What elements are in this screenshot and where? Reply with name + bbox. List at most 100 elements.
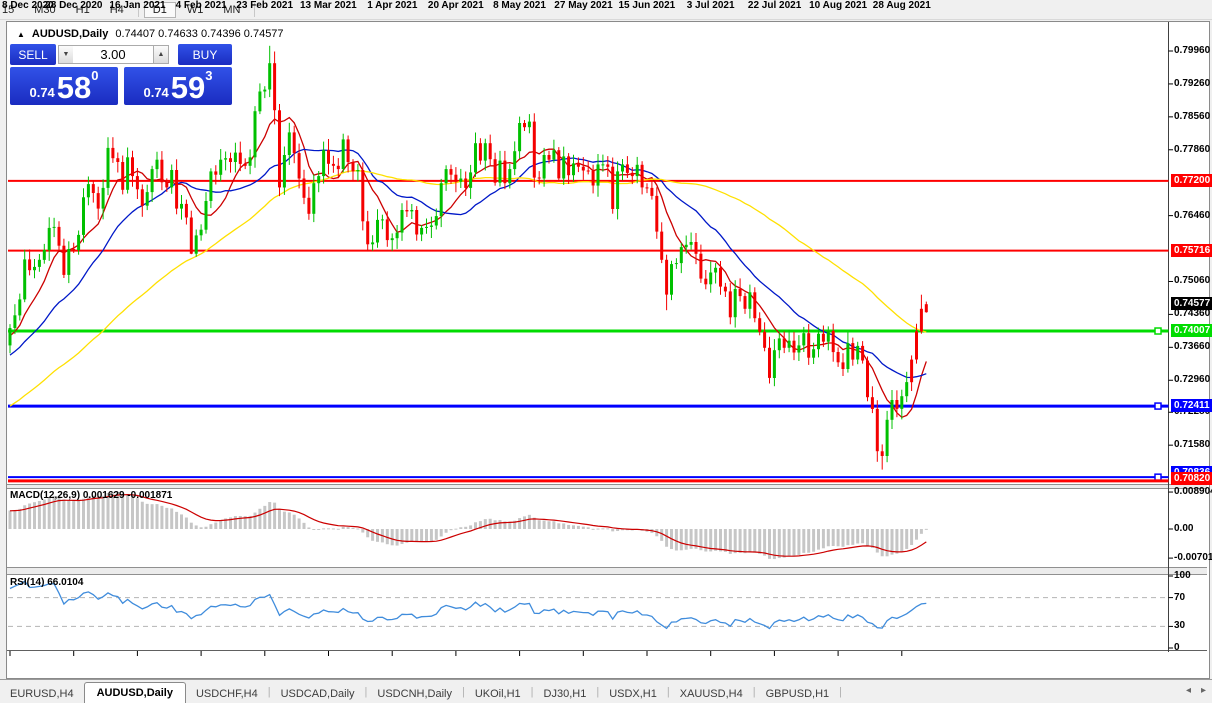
current-price-label: 0.74577 [1171,297,1212,311]
price-axis-tick: 0.78560 [1174,110,1211,122]
timeframe-button-mn[interactable]: MN [223,3,241,16]
timeframe-button-m30[interactable]: M30 [34,3,56,16]
toolbar-separator [137,2,139,17]
price-axis-tick: 0.75060 [1174,275,1211,287]
buy-button[interactable]: BUY [178,44,232,65]
macd-scale-label: -0.007013 [1174,552,1212,564]
date-axis-label: 8 May 2021 [493,0,546,11]
chart-tab-xauusd[interactable]: XAUUSD,H4 [679,688,743,700]
timeframe-button-h4[interactable]: H4 [109,3,124,16]
tab-separator: | [666,686,670,698]
date-axis-label: 27 May 2021 [554,0,613,11]
level-price-label: 0.77200 [1171,173,1212,187]
tab-scroll-right-icon[interactable]: ▸ [1200,685,1206,696]
buy-price-prefix: 0.74 [143,85,169,100]
chart-symbol-label: AUDUSD,Daily [31,28,109,40]
macd-scale-label: 0.008904 [1174,486,1212,498]
rsi-line [9,580,927,630]
tab-separator: | [364,686,368,698]
rsi-scale-label: 30 [1174,620,1186,632]
price-axis-tick: 0.72960 [1174,374,1211,386]
date-axis-label: 10 Aug 2021 [809,0,868,11]
tab-separator: | [839,686,842,698]
date-axis-label: 15 Jun 2021 [618,0,676,11]
timeframe-button-15[interactable]: 15 [2,3,15,16]
tab-separator: | [752,686,756,698]
chart-tab-eurusd[interactable]: EURUSD,H4 [10,688,74,700]
tab-separator: | [267,686,271,698]
macd-indicator-header: MACD(12,26,9) 0.001629 -0.001871 [10,490,173,501]
level-price-label: 0.74007 [1171,324,1212,337]
chart-tab-gbpusd[interactable]: GBPUSD,H1 [765,688,830,700]
buy-price-sup: 3 [205,68,213,83]
moving-average-21 [9,148,927,379]
rsi-scale-label: 100 [1174,570,1191,581]
rsi-indicator-header: RSI(14) 66.0104 [10,577,84,588]
level-price-label: 0.75716 [1171,243,1212,257]
rsi-scale-label: 0 [1174,642,1180,653]
chart-tab-usdchf[interactable]: USDCHF,H4 [195,688,258,700]
sell-quote-button[interactable]: 0.74 58 0 [10,67,118,105]
chart-tab-usdx[interactable]: USDX,H1 [609,688,657,700]
date-axis-label: 28 Aug 2021 [872,0,931,11]
price-axis-tick: 0.73660 [1174,341,1211,353]
sell-price-big: 58 [56,70,92,105]
level-price-label: 0.70820 [1171,471,1212,485]
moving-average-8 [9,116,927,419]
price-axis-tick: 0.79960 [1174,45,1211,56]
date-axis-label: 1 Apr 2021 [367,0,418,11]
tab-scroll-controls: ◂ ▸ [1186,685,1206,696]
date-axis-label: 8 Dec 2020 [2,0,54,11]
moving-average-55 [9,170,927,407]
price-axis-tick: 0.71580 [1174,439,1211,451]
tab-scroll-left-icon[interactable]: ◂ [1185,685,1191,696]
sell-button[interactable]: SELL [10,44,56,65]
timeframe-button-h1[interactable]: H1 [75,3,90,16]
chart-tab-usdcnh[interactable]: USDCNH,Daily [377,688,452,700]
date-axis-label: 23 Feb 2021 [236,0,294,11]
panel-divider [7,484,1207,488]
chart-tab-bar: EURUSD,H4 AUDUSD,Daily USDCHF,H4 | USDCAD,Da… [0,679,1212,703]
price-axis-tick: 0.74360 [1174,308,1211,320]
chart-tab-usdcad[interactable]: USDCAD,Daily [280,688,355,700]
toolbar-separator [254,2,256,17]
macd-signal-line [9,493,927,557]
date-axis-label: 16 Jan 2021 [109,0,166,11]
chart-ohlc-values: 0.74407 0.74633 0.74396 0.74577 [115,28,284,40]
chart-title: ▲ AUDUSD,Daily 0.74407 0.74633 0.74396 0… [17,28,284,40]
sell-price-prefix: 0.74 [29,85,55,100]
price-axis-tick: 0.77860 [1174,143,1211,155]
volume-input[interactable] [73,45,153,64]
timeframe-button-d1[interactable]: D1 [143,1,176,18]
price-axis-tick: 0.76460 [1174,209,1211,221]
timeframe-toolbar: 15 M30 H1 H4 D1 W1 MN [0,0,1212,20]
panel-divider [7,567,1207,574]
price-axis-tick: 0.79260 [1174,77,1211,89]
date-axis-label: 4 Feb 2021 [175,0,227,11]
chart-tab-ukoil[interactable]: UKOil,H1 [474,688,521,700]
level-handle-0.72411[interactable] [1154,402,1162,410]
chevron-down-icon: ▼ [62,51,70,58]
level-handle-0.70836[interactable] [1154,473,1162,481]
sell-price-sup: 0 [91,68,99,83]
volume-increase-button[interactable]: ▲ [153,45,169,64]
chevron-up-icon: ▲ [157,51,165,58]
buy-price-big: 59 [170,70,206,105]
macd-scale-label: 0.00 [1174,523,1194,534]
date-axis-label: 3 Jul 2021 [686,0,735,11]
rsi-scale-label: 70 [1174,591,1186,603]
buy-quote-button[interactable]: 0.74 59 3 [124,67,232,105]
date-axis-label: 13 Mar 2021 [300,0,357,11]
chart-tab-audusd[interactable]: AUDUSD,Daily [83,682,186,703]
tab-separator: | [530,686,534,698]
tab-separator: | [461,686,465,698]
timeframe-button-w1[interactable]: W1 [186,3,204,16]
date-axis-label: 28 Dec 2020 [45,0,103,11]
date-axis-label: 20 Apr 2021 [427,0,484,11]
chart-tab-dj30[interactable]: DJ30,H1 [543,688,587,700]
collapse-panel-icon[interactable]: ▲ [17,29,25,39]
tab-separator: | [596,686,600,698]
level-price-label: 0.72411 [1171,399,1212,413]
level-handle-0.74007[interactable] [1154,327,1162,335]
